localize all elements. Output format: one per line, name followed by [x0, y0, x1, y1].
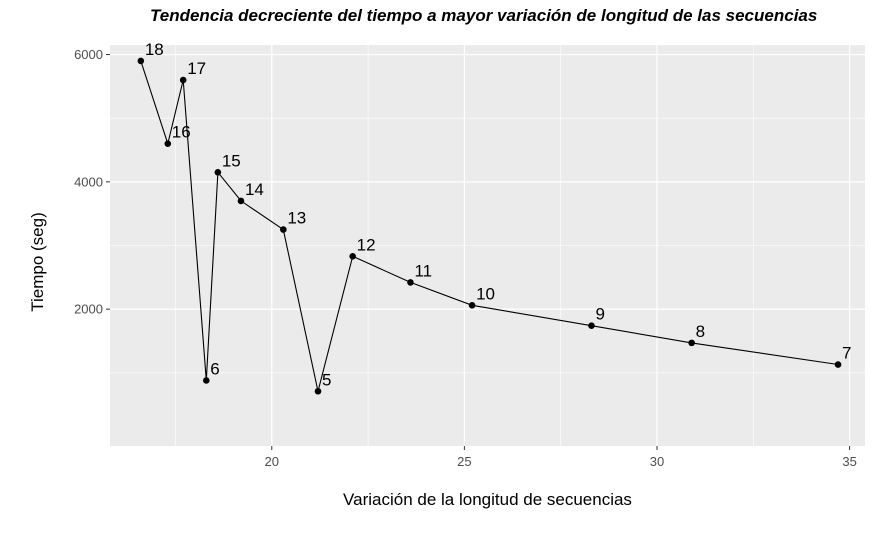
data-point: [314, 387, 322, 395]
data-point: [179, 76, 187, 84]
data-label: 16: [172, 123, 191, 142]
series-line: [140, 60, 839, 392]
y-tick-label: 6000: [74, 47, 103, 62]
data-label: 14: [245, 180, 264, 199]
grid-major: [110, 45, 865, 446]
data-point: [137, 57, 145, 65]
y-axis-label: Tiempo (seg): [28, 212, 47, 312]
data-point: [834, 361, 842, 368]
data-points: [137, 57, 842, 395]
data-point: [349, 253, 356, 260]
data-label: 13: [287, 209, 306, 228]
data-point: [468, 302, 476, 309]
data-point: [407, 279, 414, 286]
data-point: [164, 140, 172, 147]
data-label: 5: [322, 370, 331, 389]
data-label: 18: [145, 40, 164, 59]
x-axis-ticks: 20 25 30 35: [265, 446, 857, 469]
data-point: [280, 226, 287, 233]
x-tick-label: 30: [650, 454, 664, 469]
x-tick-label: 35: [842, 454, 856, 469]
data-point: [588, 322, 595, 330]
y-axis-ticks: 2000 4000 6000: [74, 47, 110, 317]
y-tick-label: 2000: [74, 302, 103, 317]
data-label: 11: [414, 261, 432, 280]
chart-title: Tendencia decreciente del tiempo a mayor…: [150, 6, 818, 25]
data-point: [237, 197, 245, 205]
data-label: 15: [222, 151, 241, 170]
grid-minor: [110, 45, 865, 446]
data-label: 10: [476, 284, 495, 303]
data-label: 6: [210, 359, 219, 378]
data-label: 17: [187, 59, 206, 78]
x-axis-label: Variación de la longitud de secuencias: [343, 490, 632, 509]
data-label: 9: [596, 305, 605, 324]
data-point: [688, 339, 695, 347]
data-point: [214, 169, 222, 176]
data-point: [203, 377, 210, 384]
data-label: 12: [357, 235, 376, 254]
x-tick-label: 20: [265, 454, 279, 469]
data-label: 7: [842, 344, 851, 363]
data-label: 8: [696, 322, 705, 341]
x-tick-label: 25: [457, 454, 471, 469]
y-tick-label: 4000: [74, 174, 103, 189]
